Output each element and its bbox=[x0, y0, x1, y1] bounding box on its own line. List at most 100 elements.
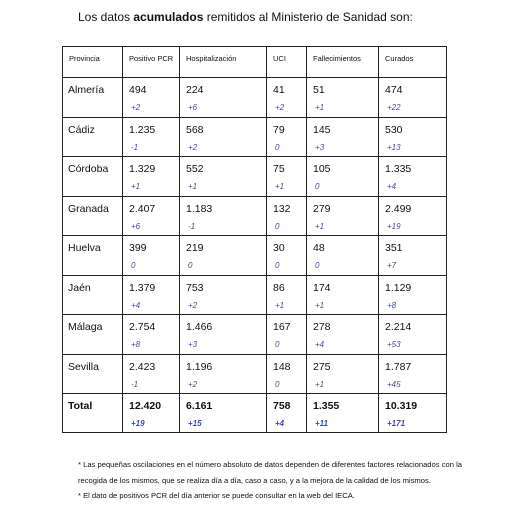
hospitalizacion-value: 753 bbox=[186, 281, 204, 294]
footnote-ieca: * El dato de positivos PCR del día anter… bbox=[78, 491, 355, 500]
province-cell: Sevilla bbox=[62, 353, 123, 394]
province-name: Almería bbox=[68, 84, 105, 96]
curados-cell: 1.335 +4 bbox=[378, 156, 447, 197]
curados-value: 351 bbox=[385, 242, 403, 254]
hospitalizacion-cell: 753 +2 bbox=[179, 274, 267, 315]
uci-increment: 0 bbox=[275, 261, 280, 270]
positivo-pcr-cell: 399 0 bbox=[122, 235, 180, 276]
fallecimientos-value: 279 bbox=[313, 202, 331, 215]
hospitalizacion-increment: +15 bbox=[188, 419, 202, 428]
positivo-pcr-increment: +4 bbox=[131, 300, 141, 310]
uci-increment: 0 bbox=[275, 340, 280, 349]
fallecimientos-value: 174 bbox=[313, 281, 331, 294]
uci-value: 30 bbox=[273, 242, 285, 254]
hospitalizacion-increment: +1 bbox=[188, 182, 198, 191]
positivo-pcr-cell: 1.379 +4 bbox=[122, 274, 180, 315]
fallecimientos-cell: 275 +1 bbox=[306, 353, 379, 394]
province-cell: Total bbox=[62, 393, 123, 433]
uci-cell: 30 0 bbox=[266, 235, 307, 276]
positivo-pcr-increment: -1 bbox=[131, 379, 139, 389]
hospitalizacion-increment: -1 bbox=[188, 221, 196, 231]
uci-value: 132 bbox=[273, 202, 291, 215]
table-row: Almería 494 +2 224 +6 41 +2 51 +1 474 +22 bbox=[62, 77, 447, 118]
header-curados: Curados bbox=[378, 46, 447, 78]
curados-value: 10.319 bbox=[385, 400, 418, 412]
hospitalizacion-cell: 1.466 +3 bbox=[179, 314, 267, 355]
fallecimientos-value: 105 bbox=[313, 163, 331, 175]
fallecimientos-increment: +1 bbox=[315, 221, 325, 231]
uci-value: 86 bbox=[273, 281, 285, 294]
hospitalizacion-cell: 568 +2 bbox=[179, 116, 267, 157]
fallecimientos-cell: 145 +3 bbox=[306, 116, 379, 157]
uci-value: 167 bbox=[273, 321, 291, 333]
hospitalizacion-value: 1.466 bbox=[186, 321, 213, 333]
positivo-pcr-value: 12.420 bbox=[129, 400, 162, 412]
curados-increment: +171 bbox=[387, 419, 406, 428]
province-cell: Huelva bbox=[62, 235, 123, 276]
fallecimientos-cell: 174 +1 bbox=[306, 274, 379, 315]
table-row: Granada 2.407 +6 1.183 -1 132 0 279 +1 2.499 +19 bbox=[62, 195, 447, 236]
province-cell: Cádiz bbox=[62, 116, 123, 157]
fallecimientos-value: 1.355 bbox=[313, 400, 340, 412]
positivo-pcr-cell: 494 +2 bbox=[122, 77, 180, 118]
footnotes: * Las pequeñas oscilaciones en el número… bbox=[78, 457, 462, 504]
positivo-pcr-value: 1.329 bbox=[129, 163, 156, 175]
uci-cell: 41 +2 bbox=[266, 77, 307, 118]
table-row: Córdoba 1.329 +1 552 +1 75 +1 105 0 1.335 +4 bbox=[62, 156, 447, 197]
fallecimientos-value: 275 bbox=[313, 360, 331, 373]
intro-bold: acumulados bbox=[133, 10, 204, 24]
table-row: Sevilla 2.423 -1 1.196 +2 148 0 275 +1 1.787 +45 bbox=[62, 353, 447, 394]
table-row: Málaga 2.754 +8 1.466 +3 167 0 278 +4 2.214 +53 bbox=[62, 314, 447, 355]
curados-value: 2.214 bbox=[385, 321, 412, 333]
hospitalizacion-value: 224 bbox=[186, 84, 204, 96]
header-fallecimientos: Fallecimientos bbox=[306, 46, 379, 78]
header-hospitalizacion: Hospitalización bbox=[179, 46, 267, 78]
curados-cell: 2.499 +19 bbox=[378, 195, 447, 236]
fallecimientos-increment: +1 bbox=[315, 379, 325, 389]
curados-cell: 474 +22 bbox=[378, 77, 447, 118]
positivo-pcr-cell: 1.329 +1 bbox=[122, 156, 180, 197]
province-name: Córdoba bbox=[68, 163, 109, 175]
header-uci: UCI bbox=[266, 46, 307, 78]
hospitalizacion-increment: 0 bbox=[188, 261, 193, 270]
fallecimientos-cell: 51 +1 bbox=[306, 77, 379, 118]
uci-cell: 86 +1 bbox=[266, 274, 307, 315]
hospitalizacion-increment: +2 bbox=[188, 300, 198, 310]
positivo-pcr-cell: 2.407 +6 bbox=[122, 195, 180, 236]
positivo-pcr-cell: 2.423 -1 bbox=[122, 353, 180, 394]
positivo-pcr-value: 399 bbox=[129, 242, 147, 254]
hospitalizacion-value: 219 bbox=[186, 242, 204, 254]
curados-cell: 1.129 +8 bbox=[378, 274, 447, 315]
curados-cell: 1.787 +45 bbox=[378, 353, 447, 394]
fallecimientos-increment: +3 bbox=[315, 142, 325, 152]
hospitalizacion-increment: +6 bbox=[188, 103, 198, 112]
curados-increment: +22 bbox=[387, 103, 401, 112]
hospitalizacion-cell: 1.196 +2 bbox=[179, 353, 267, 394]
uci-increment: +1 bbox=[275, 300, 285, 310]
table-row: Cádiz 1.235 -1 568 +2 79 0 145 +3 530 +13 bbox=[62, 116, 447, 157]
curados-value: 1.335 bbox=[385, 163, 412, 175]
positivo-pcr-increment: 0 bbox=[131, 261, 136, 270]
curados-increment: +4 bbox=[387, 182, 397, 191]
table-header-row: Provincia Positivo PCR Hospitalización U… bbox=[62, 46, 447, 78]
positivo-pcr-cell: 1.235 -1 bbox=[122, 116, 180, 157]
table-row: Huelva 399 0 219 0 30 0 48 0 351 +7 bbox=[62, 235, 447, 276]
uci-increment: 0 bbox=[275, 221, 280, 231]
positivo-pcr-increment: +6 bbox=[131, 221, 141, 231]
curados-value: 2.499 bbox=[385, 202, 412, 215]
uci-value: 79 bbox=[273, 123, 285, 136]
positivo-pcr-increment: +8 bbox=[131, 340, 141, 349]
data-table: Provincia Positivo PCR Hospitalización U… bbox=[62, 46, 447, 433]
hospitalizacion-cell: 224 +6 bbox=[179, 77, 267, 118]
positivo-pcr-value: 2.754 bbox=[129, 321, 156, 333]
intro-after: remitidos al Ministerio de Sanidad son: bbox=[203, 10, 413, 24]
province-cell: Jaén bbox=[62, 274, 123, 315]
fallecimientos-value: 51 bbox=[313, 84, 325, 96]
province-name: Cádiz bbox=[68, 123, 95, 136]
curados-value: 474 bbox=[385, 84, 403, 96]
header-provincia: Provincia bbox=[62, 46, 123, 78]
positivo-pcr-value: 1.379 bbox=[129, 281, 156, 294]
positivo-pcr-cell: 12.420 +19 bbox=[122, 393, 180, 433]
fallecimientos-cell: 278 +4 bbox=[306, 314, 379, 355]
uci-increment: +2 bbox=[275, 103, 285, 112]
